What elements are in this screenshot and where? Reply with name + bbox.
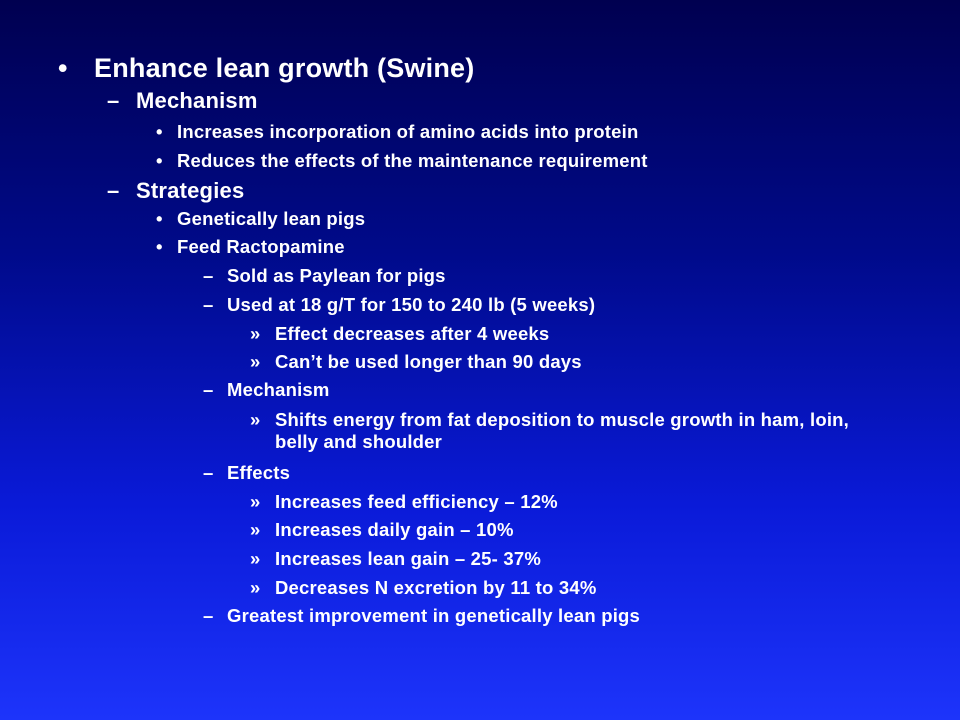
bullet-text: Mechanism: [227, 379, 330, 400]
bullet-text: Increases lean gain – 25- 37%: [275, 548, 541, 569]
bullet-text: Enhance lean growth (Swine): [94, 53, 475, 83]
bullet-text: Increases incorporation of amino acids i…: [177, 121, 639, 142]
bullet-marker: »: [250, 577, 261, 598]
bullet-text: Strategies: [136, 178, 245, 203]
bullet-marker: –: [203, 605, 214, 626]
bullet-text: Mechanism: [136, 88, 258, 113]
bullet-marker: •: [156, 236, 163, 257]
bullet-marker: –: [107, 88, 120, 113]
bullet-marker: –: [107, 178, 120, 203]
bullet-text: Used at 18 g/T for 150 to 240 lb (5 week…: [227, 294, 596, 315]
bullet-marker: »: [250, 519, 261, 540]
bullet-marker: •: [58, 53, 68, 83]
bullet-marker: –: [203, 265, 214, 286]
bullet-marker: »: [250, 323, 261, 344]
bullet-text: Sold as Paylean for pigs: [227, 265, 446, 286]
bullet-text: Effect decreases after 4 weeks: [275, 323, 550, 344]
bullet-marker: •: [156, 208, 163, 229]
bullet-text: Shifts energy from fat deposition to mus…: [275, 409, 850, 452]
bullet-text: Reduces the effects of the maintenance r…: [177, 150, 648, 171]
bullet-marker: •: [156, 121, 163, 142]
bullet-text: Increases feed efficiency – 12%: [275, 491, 558, 512]
bullet-text: Can’t be used longer than 90 days: [275, 351, 582, 372]
bullet-text: Effects: [227, 462, 291, 483]
bullet-marker: »: [250, 351, 261, 372]
bullet-marker: –: [203, 379, 214, 400]
bullet-marker: •: [156, 150, 163, 171]
bullet-text: Greatest improvement in genetically lean…: [227, 605, 641, 626]
bullet-marker: –: [203, 462, 214, 483]
bullet-text: Genetically lean pigs: [177, 208, 366, 229]
bullet-marker: –: [203, 294, 214, 315]
bullet-text: Increases daily gain – 10%: [275, 519, 514, 540]
bullet-marker: »: [250, 548, 261, 569]
bullet-text: Decreases N excretion by 11 to 34%: [275, 577, 597, 598]
bullet-marker: »: [250, 491, 261, 512]
bullet-text: Feed Ractopamine: [177, 236, 345, 257]
bullet-marker: »: [250, 409, 261, 430]
